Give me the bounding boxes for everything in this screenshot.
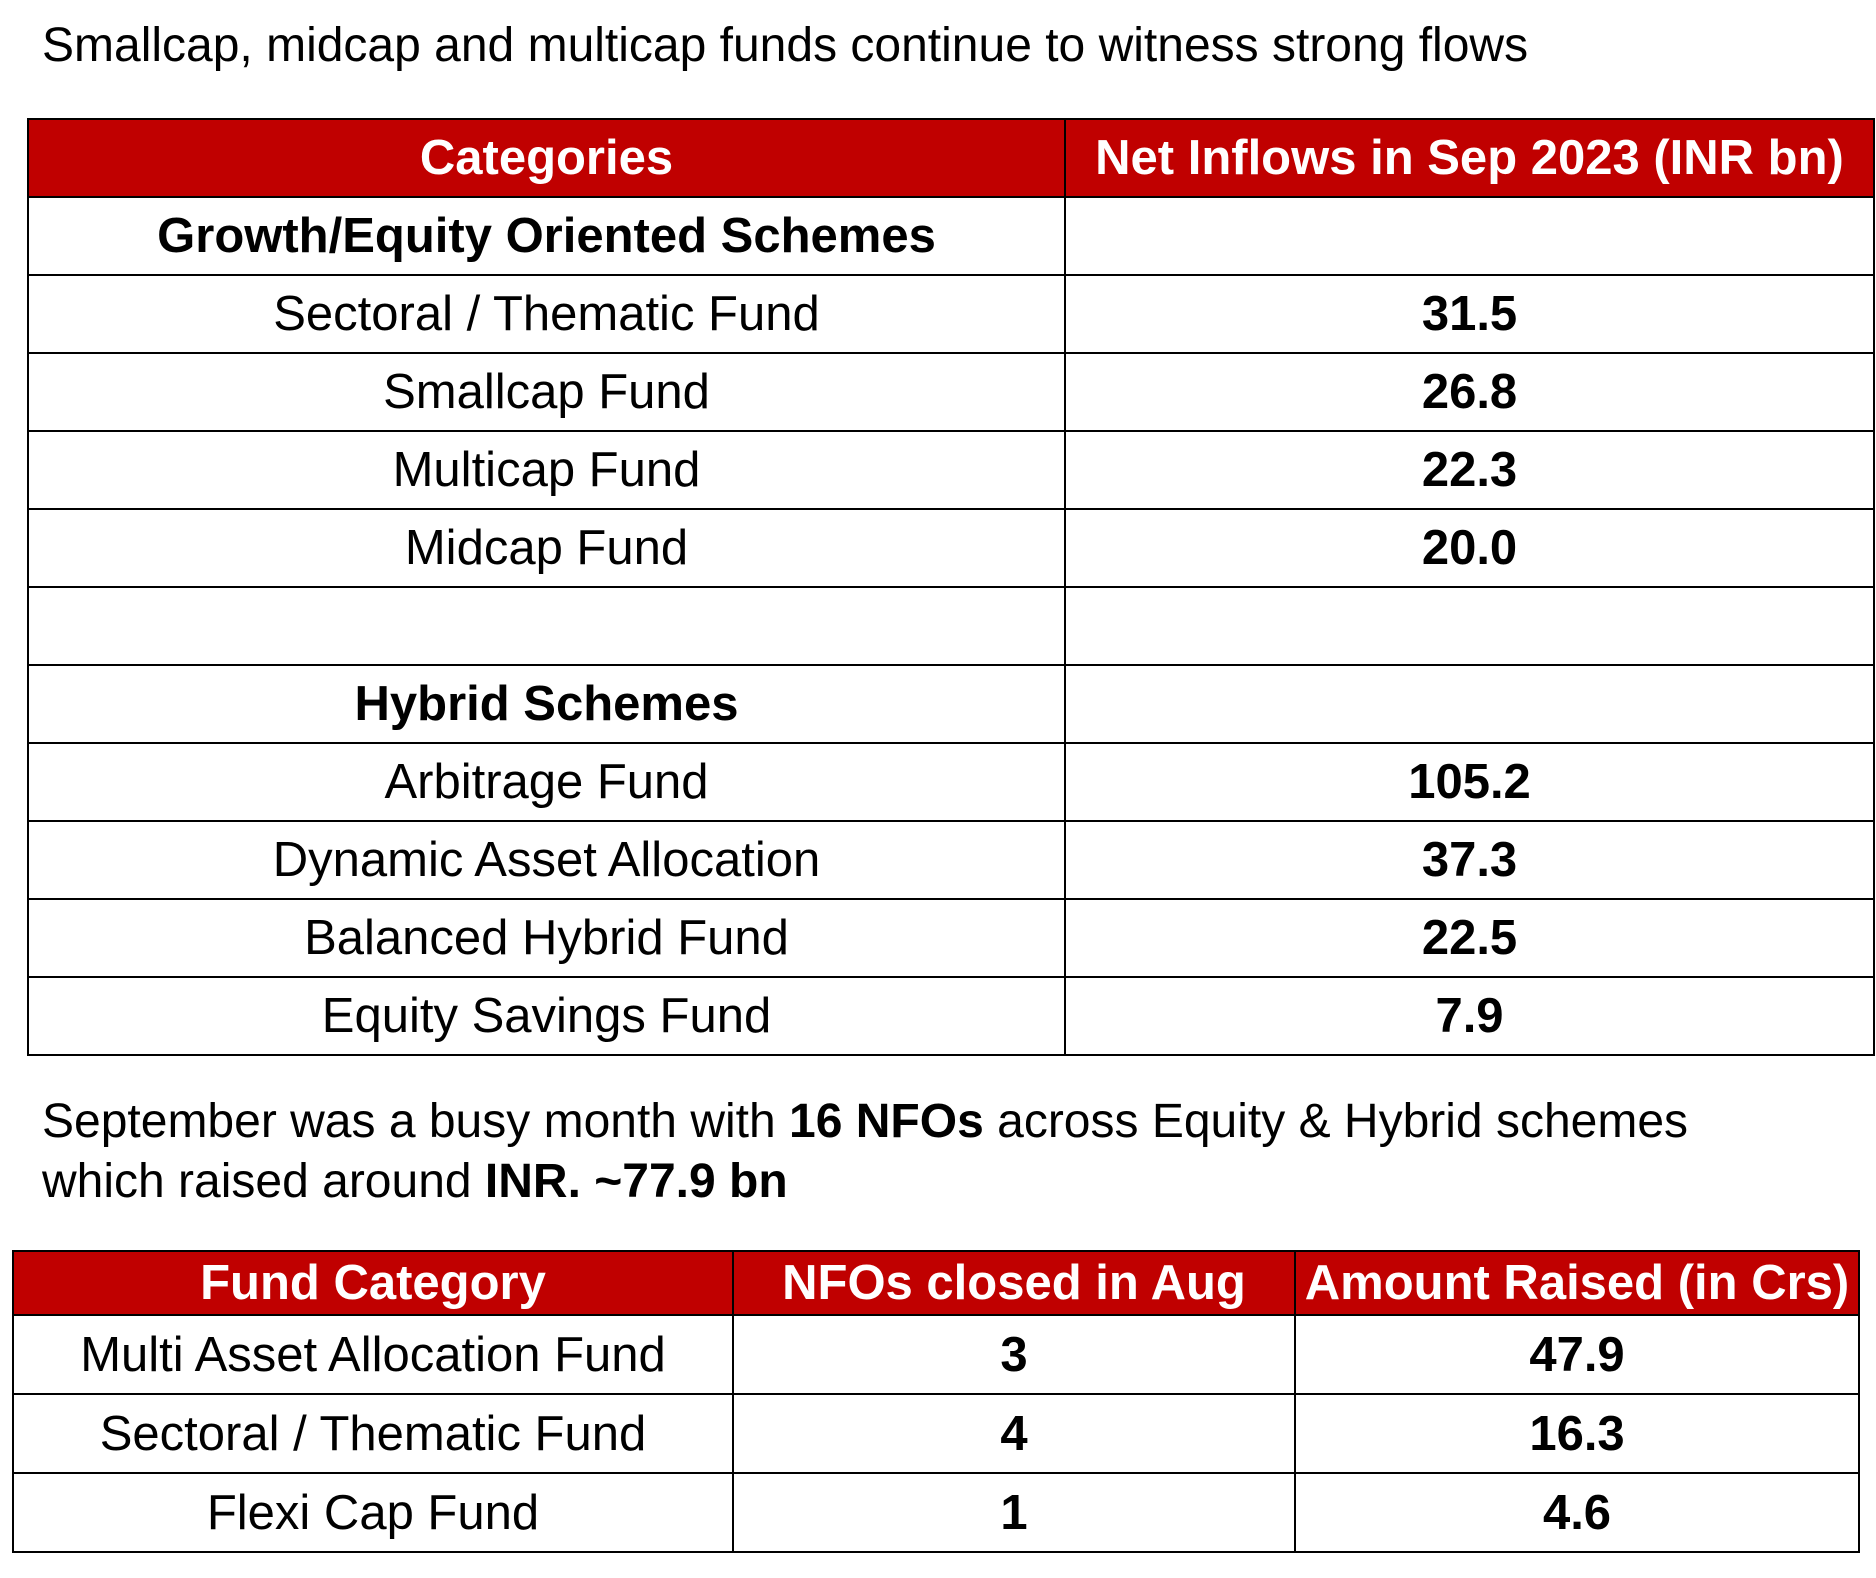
table-header-row: Fund Category NFOs closed in Aug Amount … bbox=[12, 1250, 1860, 1316]
nfo-count-cell: 1 bbox=[732, 1472, 1296, 1553]
nfo-summary-paragraph: September was a busy month with 16 NFOs … bbox=[42, 1092, 1688, 1212]
category-cell: Flexi Cap Fund bbox=[12, 1472, 734, 1553]
category-cell: Smallcap Fund bbox=[27, 352, 1066, 432]
value-cell: 22.5 bbox=[1064, 898, 1875, 978]
table-row: Equity Savings Fund 7.9 bbox=[27, 976, 1875, 1056]
table-row: Sectoral / Thematic Fund 31.5 bbox=[27, 274, 1875, 354]
category-cell: Equity Savings Fund bbox=[27, 976, 1066, 1056]
table-row: Multi Asset Allocation Fund 3 47.9 bbox=[12, 1314, 1860, 1395]
section-label-equity: Growth/Equity Oriented Schemes bbox=[27, 196, 1066, 276]
nfo-table: Fund Category NFOs closed in Aug Amount … bbox=[12, 1250, 1860, 1553]
column-header-fund-category: Fund Category bbox=[12, 1250, 734, 1316]
column-header-categories: Categories bbox=[27, 118, 1066, 198]
value-cell: 31.5 bbox=[1064, 274, 1875, 354]
table-row: Flexi Cap Fund 1 4.6 bbox=[12, 1472, 1860, 1553]
value-cell: 26.8 bbox=[1064, 352, 1875, 432]
value-cell: 37.3 bbox=[1064, 820, 1875, 900]
paragraph-bold-text: INR. ~77.9 bn bbox=[484, 1155, 788, 1208]
category-cell: Sectoral / Thematic Fund bbox=[12, 1393, 734, 1474]
category-cell: Balanced Hybrid Fund bbox=[27, 898, 1066, 978]
net-inflows-table: Categories Net Inflows in Sep 2023 (INR … bbox=[27, 118, 1875, 1056]
empty-cell bbox=[27, 586, 1066, 666]
category-cell: Midcap Fund bbox=[27, 508, 1066, 588]
table-row: Multicap Fund 22.3 bbox=[27, 430, 1875, 510]
section-label-hybrid: Hybrid Schemes bbox=[27, 664, 1066, 744]
value-cell: 7.9 bbox=[1064, 976, 1875, 1056]
value-cell: 22.3 bbox=[1064, 430, 1875, 510]
column-header-nfos-closed: NFOs closed in Aug bbox=[732, 1250, 1296, 1316]
category-cell: Multi Asset Allocation Fund bbox=[12, 1314, 734, 1395]
amount-cell: 16.3 bbox=[1294, 1393, 1860, 1474]
section-row-hybrid: Hybrid Schemes bbox=[27, 664, 1875, 744]
page-title: Smallcap, midcap and multicap funds cont… bbox=[42, 19, 1529, 72]
column-header-net-inflows: Net Inflows in Sep 2023 (INR bn) bbox=[1064, 118, 1875, 198]
paragraph-text: across Equity & Hybrid schemes bbox=[983, 1095, 1689, 1148]
category-cell: Sectoral / Thematic Fund bbox=[27, 274, 1066, 354]
table-header-row: Categories Net Inflows in Sep 2023 (INR … bbox=[27, 118, 1875, 198]
table-row: Arbitrage Fund 105.2 bbox=[27, 742, 1875, 822]
table-row: Balanced Hybrid Fund 22.5 bbox=[27, 898, 1875, 978]
empty-cell bbox=[1064, 586, 1875, 666]
category-cell: Multicap Fund bbox=[27, 430, 1066, 510]
paragraph-line-2: which raised around INR. ~77.9 bn bbox=[42, 1152, 1688, 1212]
table-row: Sectoral / Thematic Fund 4 16.3 bbox=[12, 1393, 1860, 1474]
nfo-count-cell: 4 bbox=[732, 1393, 1296, 1474]
nfo-count-cell: 3 bbox=[732, 1314, 1296, 1395]
value-cell: 20.0 bbox=[1064, 508, 1875, 588]
paragraph-text: September was a busy month with bbox=[42, 1095, 790, 1148]
category-cell: Dynamic Asset Allocation bbox=[27, 820, 1066, 900]
amount-cell: 4.6 bbox=[1294, 1472, 1860, 1553]
category-cell: Arbitrage Fund bbox=[27, 742, 1066, 822]
paragraph-bold-text: 16 NFOs bbox=[789, 1095, 984, 1148]
amount-cell: 47.9 bbox=[1294, 1314, 1860, 1395]
section-row-equity: Growth/Equity Oriented Schemes bbox=[27, 196, 1875, 276]
spacer-row bbox=[27, 586, 1875, 666]
value-cell: 105.2 bbox=[1064, 742, 1875, 822]
empty-cell bbox=[1064, 196, 1875, 276]
column-header-amount-raised: Amount Raised (in Crs) bbox=[1294, 1250, 1860, 1316]
paragraph-line-1: September was a busy month with 16 NFOs … bbox=[42, 1092, 1688, 1152]
table-row: Midcap Fund 20.0 bbox=[27, 508, 1875, 588]
paragraph-text: which raised around bbox=[42, 1155, 485, 1208]
table-row: Dynamic Asset Allocation 37.3 bbox=[27, 820, 1875, 900]
empty-cell bbox=[1064, 664, 1875, 744]
table-row: Smallcap Fund 26.8 bbox=[27, 352, 1875, 432]
